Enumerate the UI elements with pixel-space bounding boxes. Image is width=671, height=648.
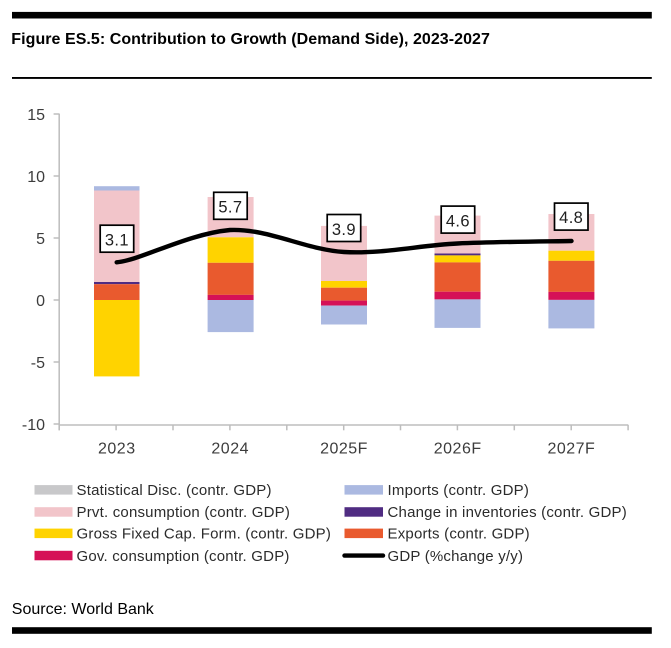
svg-text:2027F: 2027F bbox=[547, 440, 595, 457]
svg-text:GDP (%change y/y): GDP (%change y/y) bbox=[388, 548, 524, 565]
svg-text:Source: World Bank: Source: World Bank bbox=[12, 601, 155, 618]
svg-text:-5: -5 bbox=[31, 355, 45, 372]
svg-text:4.8: 4.8 bbox=[559, 209, 583, 227]
svg-text:Imports (contr. GDP): Imports (contr. GDP) bbox=[388, 482, 530, 499]
svg-text:2025F: 2025F bbox=[320, 440, 368, 457]
svg-text:2024: 2024 bbox=[211, 440, 249, 457]
svg-text:Prvt. consumption (contr. GDP): Prvt. consumption (contr. GDP) bbox=[77, 504, 291, 521]
svg-text:4.6: 4.6 bbox=[446, 212, 470, 230]
svg-text:3.1: 3.1 bbox=[105, 232, 129, 250]
svg-text:Exports (contr. GDP): Exports (contr. GDP) bbox=[388, 526, 530, 543]
svg-text:Gov. consumption (contr. GDP): Gov. consumption (contr. GDP) bbox=[77, 548, 290, 565]
svg-text:-10: -10 bbox=[22, 417, 45, 434]
svg-text:Statistical Disc. (contr. GDP): Statistical Disc. (contr. GDP) bbox=[77, 482, 272, 499]
svg-text:10: 10 bbox=[27, 169, 45, 186]
svg-text:2026F: 2026F bbox=[434, 440, 482, 457]
svg-text:Figure ES.5: Contribution to G: Figure ES.5: Contribution to Growth (Dem… bbox=[11, 31, 490, 48]
svg-text:2023: 2023 bbox=[98, 440, 136, 457]
svg-text:Gross Fixed Cap. Form. (contr.: Gross Fixed Cap. Form. (contr. GDP) bbox=[77, 526, 332, 543]
svg-text:5.7: 5.7 bbox=[218, 199, 242, 217]
svg-text:Change in inventories (contr.: Change in inventories (contr. GDP) bbox=[388, 504, 627, 521]
svg-text:5: 5 bbox=[36, 231, 45, 248]
svg-text:15: 15 bbox=[27, 107, 45, 124]
svg-text:3.9: 3.9 bbox=[332, 221, 356, 239]
svg-text:0: 0 bbox=[36, 293, 45, 310]
